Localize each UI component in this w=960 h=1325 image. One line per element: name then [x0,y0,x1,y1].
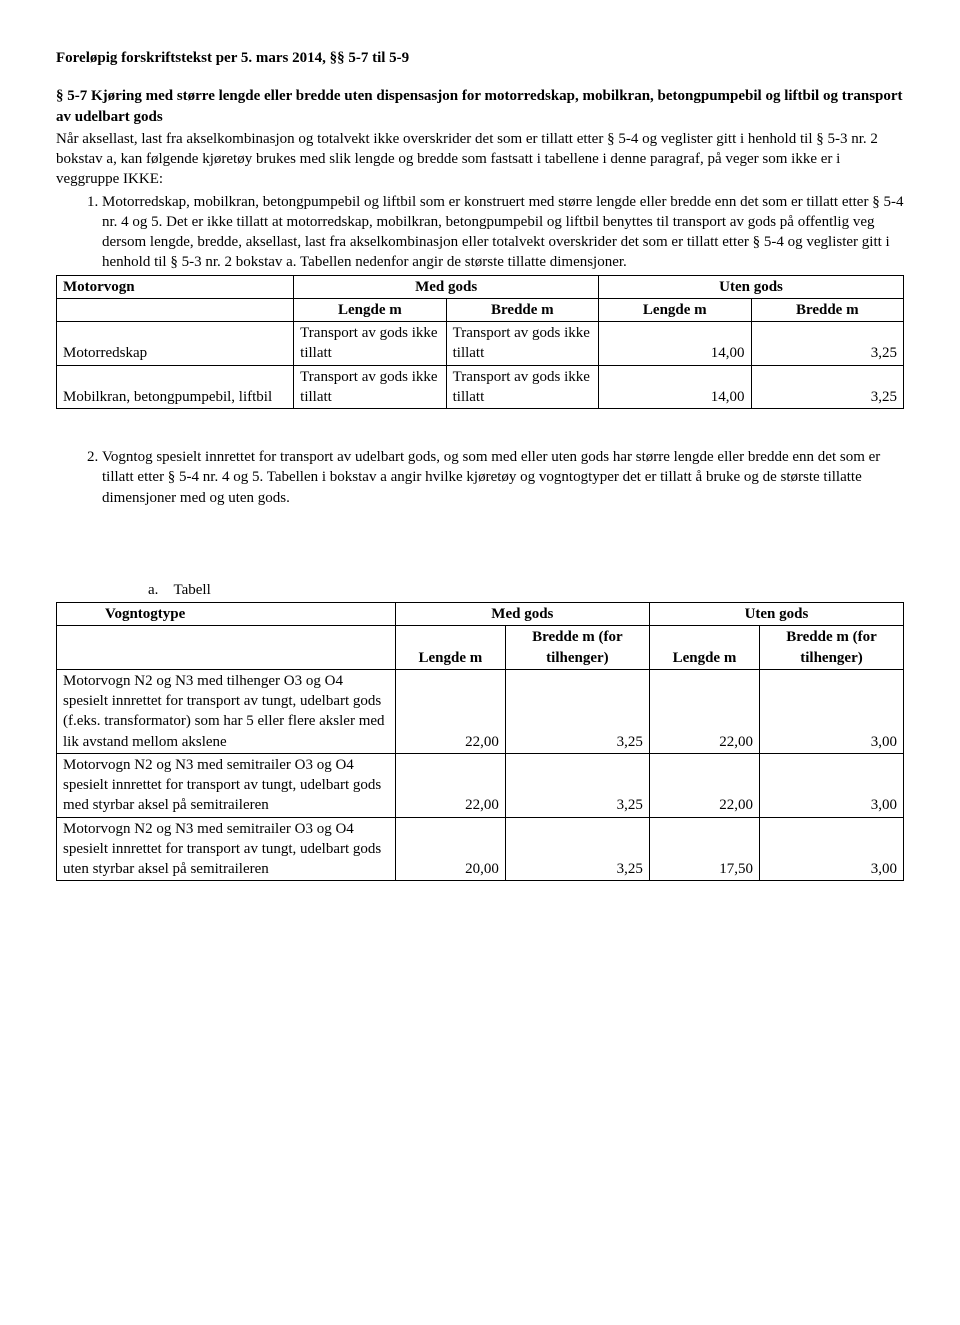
col-header-bredde: Bredde m [446,298,598,321]
table-motorvogn: Motorvogn Med gods Uten gods Lengde m Br… [56,275,904,410]
cell-value: Transport av gods ikke tillatt [294,322,446,366]
col-header-bredde: Bredde m (for tilhenger) [505,626,649,670]
table-row: Motorvogn N2 og N3 med semitrailer O3 og… [57,817,904,881]
cell-value: 3,25 [751,322,903,366]
cell-value: 3,25 [505,753,649,817]
sublist-a-text: Tabell [173,582,210,598]
table-row: Vogntogtype Med gods Uten gods [57,603,904,626]
cell-value: 17,50 [649,817,759,881]
cell-value: 22,00 [649,753,759,817]
table-row: Lengde m Bredde m (for tilhenger) Lengde… [57,626,904,670]
section-5-7-intro: Når aksellast, last fra akselkombinasjon… [56,129,904,190]
cell-value: 22,00 [395,753,505,817]
cell-value: 14,00 [599,365,751,409]
cell-label: Mobilkran, betongpumpebil, liftbil [57,365,294,409]
cell-label: Motorvogn N2 og N3 med semitrailer O3 og… [57,817,396,881]
cell-value: 3,25 [751,365,903,409]
table-row: Motorvogn N2 og N3 med tilhenger O3 og O… [57,669,904,753]
sublist-a: a. Tabell [56,580,904,600]
cell-value: 22,00 [395,669,505,753]
table-row: Motorvogn Med gods Uten gods [57,275,904,298]
cell-label: Motorvogn N2 og N3 med semitrailer O3 og… [57,753,396,817]
col-header-bredde: Bredde m [751,298,903,321]
cell-value: 3,00 [760,669,904,753]
cell-value: 14,00 [599,322,751,366]
table-row: Motorredskap Transport av gods ikke till… [57,322,904,366]
list-item-2: Vogntog spesielt innrettet for transport… [102,447,904,508]
cell-value: 3,25 [505,817,649,881]
col-header-med-gods: Med gods [395,603,649,626]
document-header: Foreløpig forskriftstekst per 5. mars 20… [56,48,904,68]
cell-value: Transport av gods ikke tillatt [294,365,446,409]
cell-value: 3,00 [760,753,904,817]
cell-value: 20,00 [395,817,505,881]
col-header-uten-gods: Uten gods [649,603,903,626]
table-row: Lengde m Bredde m Lengde m Bredde m [57,298,904,321]
col-header-uten-gods: Uten gods [599,275,904,298]
col-header-lengde: Lengde m [649,626,759,670]
list-item-1-text: Motorredskap, mobilkran, betongpumpebil … [102,194,903,271]
table-row: Mobilkran, betongpumpebil, liftbil Trans… [57,365,904,409]
col-header-bredde: Bredde m (for tilhenger) [760,626,904,670]
list-item-1: Motorredskap, mobilkran, betongpumpebil … [102,192,904,273]
section-5-7-title: § 5-7 Kjøring med større lengde eller br… [56,86,904,127]
table-vogntogtype: Vogntogtype Med gods Uten gods Lengde m … [56,602,904,881]
col-header-motorvogn: Motorvogn [57,275,294,298]
cell-label: Motorredskap [57,322,294,366]
cell-value: Transport av gods ikke tillatt [446,365,598,409]
col-header-lengde: Lengde m [294,298,446,321]
col-header-vogntogtype: Vogntogtype [57,603,396,626]
sublist-a-label: a. [148,580,170,600]
section-5-7-list: Motorredskap, mobilkran, betongpumpebil … [56,192,904,273]
col-header-lengde: Lengde m [599,298,751,321]
cell-value: Transport av gods ikke tillatt [446,322,598,366]
cell-empty [57,298,294,321]
table-row: Motorvogn N2 og N3 med semitrailer O3 og… [57,753,904,817]
col-header-med-gods: Med gods [294,275,599,298]
list-item-2-text: Vogntog spesielt innrettet for transport… [102,449,880,506]
cell-value: 22,00 [649,669,759,753]
cell-value: 3,25 [505,669,649,753]
cell-value: 3,00 [760,817,904,881]
cell-label: Motorvogn N2 og N3 med tilhenger O3 og O… [57,669,396,753]
cell-empty [57,626,396,670]
col-header-lengde: Lengde m [395,626,505,670]
section-5-7-list-cont: Vogntog spesielt innrettet for transport… [56,447,904,508]
